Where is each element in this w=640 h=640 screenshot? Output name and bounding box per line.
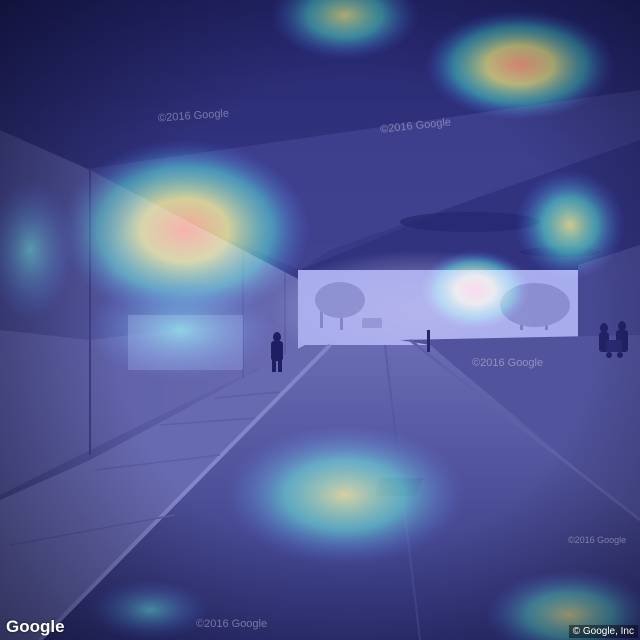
- watermark-right-road: ©2016 Google: [472, 357, 544, 369]
- google-logo[interactable]: Google: [6, 617, 65, 636]
- watermark-bottom-center: ©2016 Google: [196, 618, 268, 630]
- watermark-right-lower: ©2016 Google: [568, 535, 627, 545]
- copyright-notice: © Google, Inc: [568, 625, 638, 638]
